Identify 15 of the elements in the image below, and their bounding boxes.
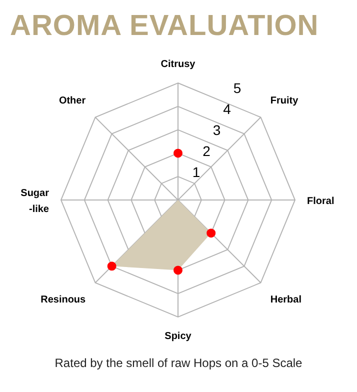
text: Rated by the smell of raw Hops on a 0-5 Scale: [54, 356, 304, 370]
spoke-label: Floral: [307, 196, 334, 207]
spoke-label: Other: [58, 96, 86, 107]
chart-title: AROMA EVALUATION: [10, 10, 319, 43]
spoke-label: Spicy: [164, 331, 192, 342]
spoke-label: Fruity: [270, 96, 299, 107]
y-tick-label: 1: [192, 164, 200, 180]
spoke-label: Sugar-like: [20, 188, 50, 215]
y-tick-label: 3: [212, 122, 221, 138]
spoke-label: Herbal: [270, 294, 302, 306]
spoke-label: Citrusy: [160, 59, 196, 70]
y-tick-label: 4: [223, 100, 232, 117]
y-tick-label: 5: [233, 80, 242, 96]
spoke-label: Resinous: [40, 294, 86, 306]
y-tick-label: 2: [202, 142, 211, 159]
